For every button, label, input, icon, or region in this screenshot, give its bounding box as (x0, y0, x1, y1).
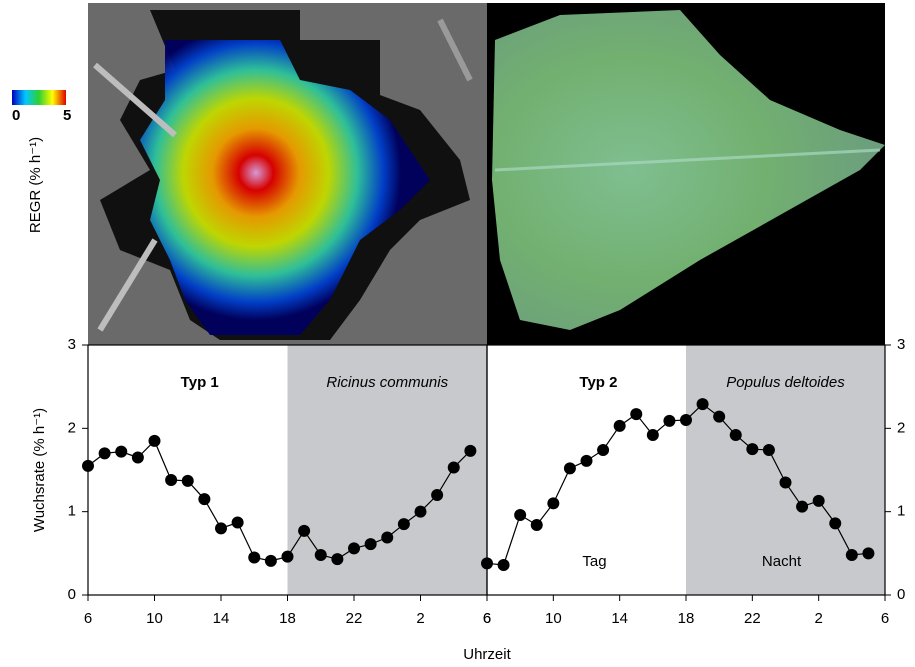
panel-title: Typ 1 (181, 374, 219, 391)
x-tick-label: 14 (611, 610, 628, 627)
night-label: Nacht (762, 553, 802, 570)
day-label: Tag (582, 553, 606, 570)
data-point (813, 495, 825, 507)
data-point (846, 549, 858, 561)
plant-image-2 (487, 3, 885, 345)
x-tick-label: 18 (279, 610, 296, 627)
x-tick-label: 14 (213, 610, 230, 627)
figure: 0 5 REGR (% h⁻¹) Uhrzeit 012361014182226… (0, 0, 915, 667)
data-point (796, 501, 808, 513)
data-point (829, 517, 841, 529)
data-point (597, 444, 609, 456)
x-tick-label: 10 (146, 610, 163, 627)
x-tick-label: 18 (678, 610, 695, 627)
data-point (182, 475, 194, 487)
x-tick-label: 22 (346, 610, 363, 627)
plant-image-1 (88, 3, 487, 345)
data-point (365, 538, 377, 550)
data-point (448, 462, 460, 474)
data-point (248, 552, 260, 564)
colorbar-max: 5 (63, 107, 71, 124)
data-point (680, 414, 692, 426)
data-point (564, 462, 576, 474)
data-point (265, 555, 277, 567)
x-tick-label: 2 (814, 610, 822, 627)
species-label: Populus deltoides (726, 374, 845, 391)
data-point (149, 435, 161, 447)
data-point (132, 452, 144, 464)
x-tick-label: 2 (416, 610, 424, 627)
data-point (331, 553, 343, 565)
data-point (862, 547, 874, 559)
colorbar-min: 0 (12, 107, 20, 124)
data-point (531, 519, 543, 531)
x-tick-label: 6 (84, 610, 92, 627)
data-point (99, 447, 111, 459)
x-tick-label: 6 (881, 610, 889, 627)
y-tick-label: 2 (897, 419, 905, 436)
y-axis-label: Wuchsrate (% h⁻¹) (31, 408, 48, 532)
x-tick-label: 10 (545, 610, 562, 627)
y-tick-label: 1 (897, 503, 905, 520)
data-point (315, 549, 327, 561)
data-point (547, 497, 559, 509)
data-point (415, 506, 427, 518)
data-point (581, 455, 593, 467)
data-point (630, 408, 642, 420)
y-tick-label: 3 (68, 336, 76, 353)
data-point (398, 518, 410, 530)
data-point (198, 493, 210, 505)
colorbar-label: REGR (% h⁻¹) (27, 137, 44, 233)
data-point (165, 474, 177, 486)
data-point (481, 557, 493, 569)
x-tick-label: 22 (744, 610, 761, 627)
y-tick-label: 0 (897, 586, 905, 603)
y-tick-label: 0 (68, 586, 76, 603)
colorbar (12, 90, 66, 105)
y-tick-label: 3 (897, 336, 905, 353)
data-point (232, 517, 244, 529)
data-point (498, 559, 510, 571)
panel-title: Typ 2 (579, 374, 617, 391)
data-point (348, 542, 360, 554)
data-point (215, 522, 227, 534)
data-point (514, 509, 526, 521)
data-point (614, 420, 626, 432)
x-axis-label: Uhrzeit (463, 646, 511, 663)
species-label: Ricinus communis (326, 374, 448, 391)
data-point (730, 429, 742, 441)
data-point (763, 444, 775, 456)
y-tick-label: 1 (68, 503, 76, 520)
data-point (115, 446, 127, 458)
x-tick-label: 6 (483, 610, 491, 627)
y-tick-label: 2 (68, 419, 76, 436)
data-point (780, 477, 792, 489)
data-point (713, 411, 725, 423)
data-point (82, 460, 94, 472)
data-point (381, 532, 393, 544)
data-point (663, 415, 675, 427)
data-point (746, 443, 758, 455)
data-point (298, 525, 310, 537)
data-point (431, 489, 443, 501)
data-point (464, 445, 476, 457)
data-point (282, 551, 294, 563)
data-point (647, 429, 659, 441)
data-point (697, 398, 709, 410)
